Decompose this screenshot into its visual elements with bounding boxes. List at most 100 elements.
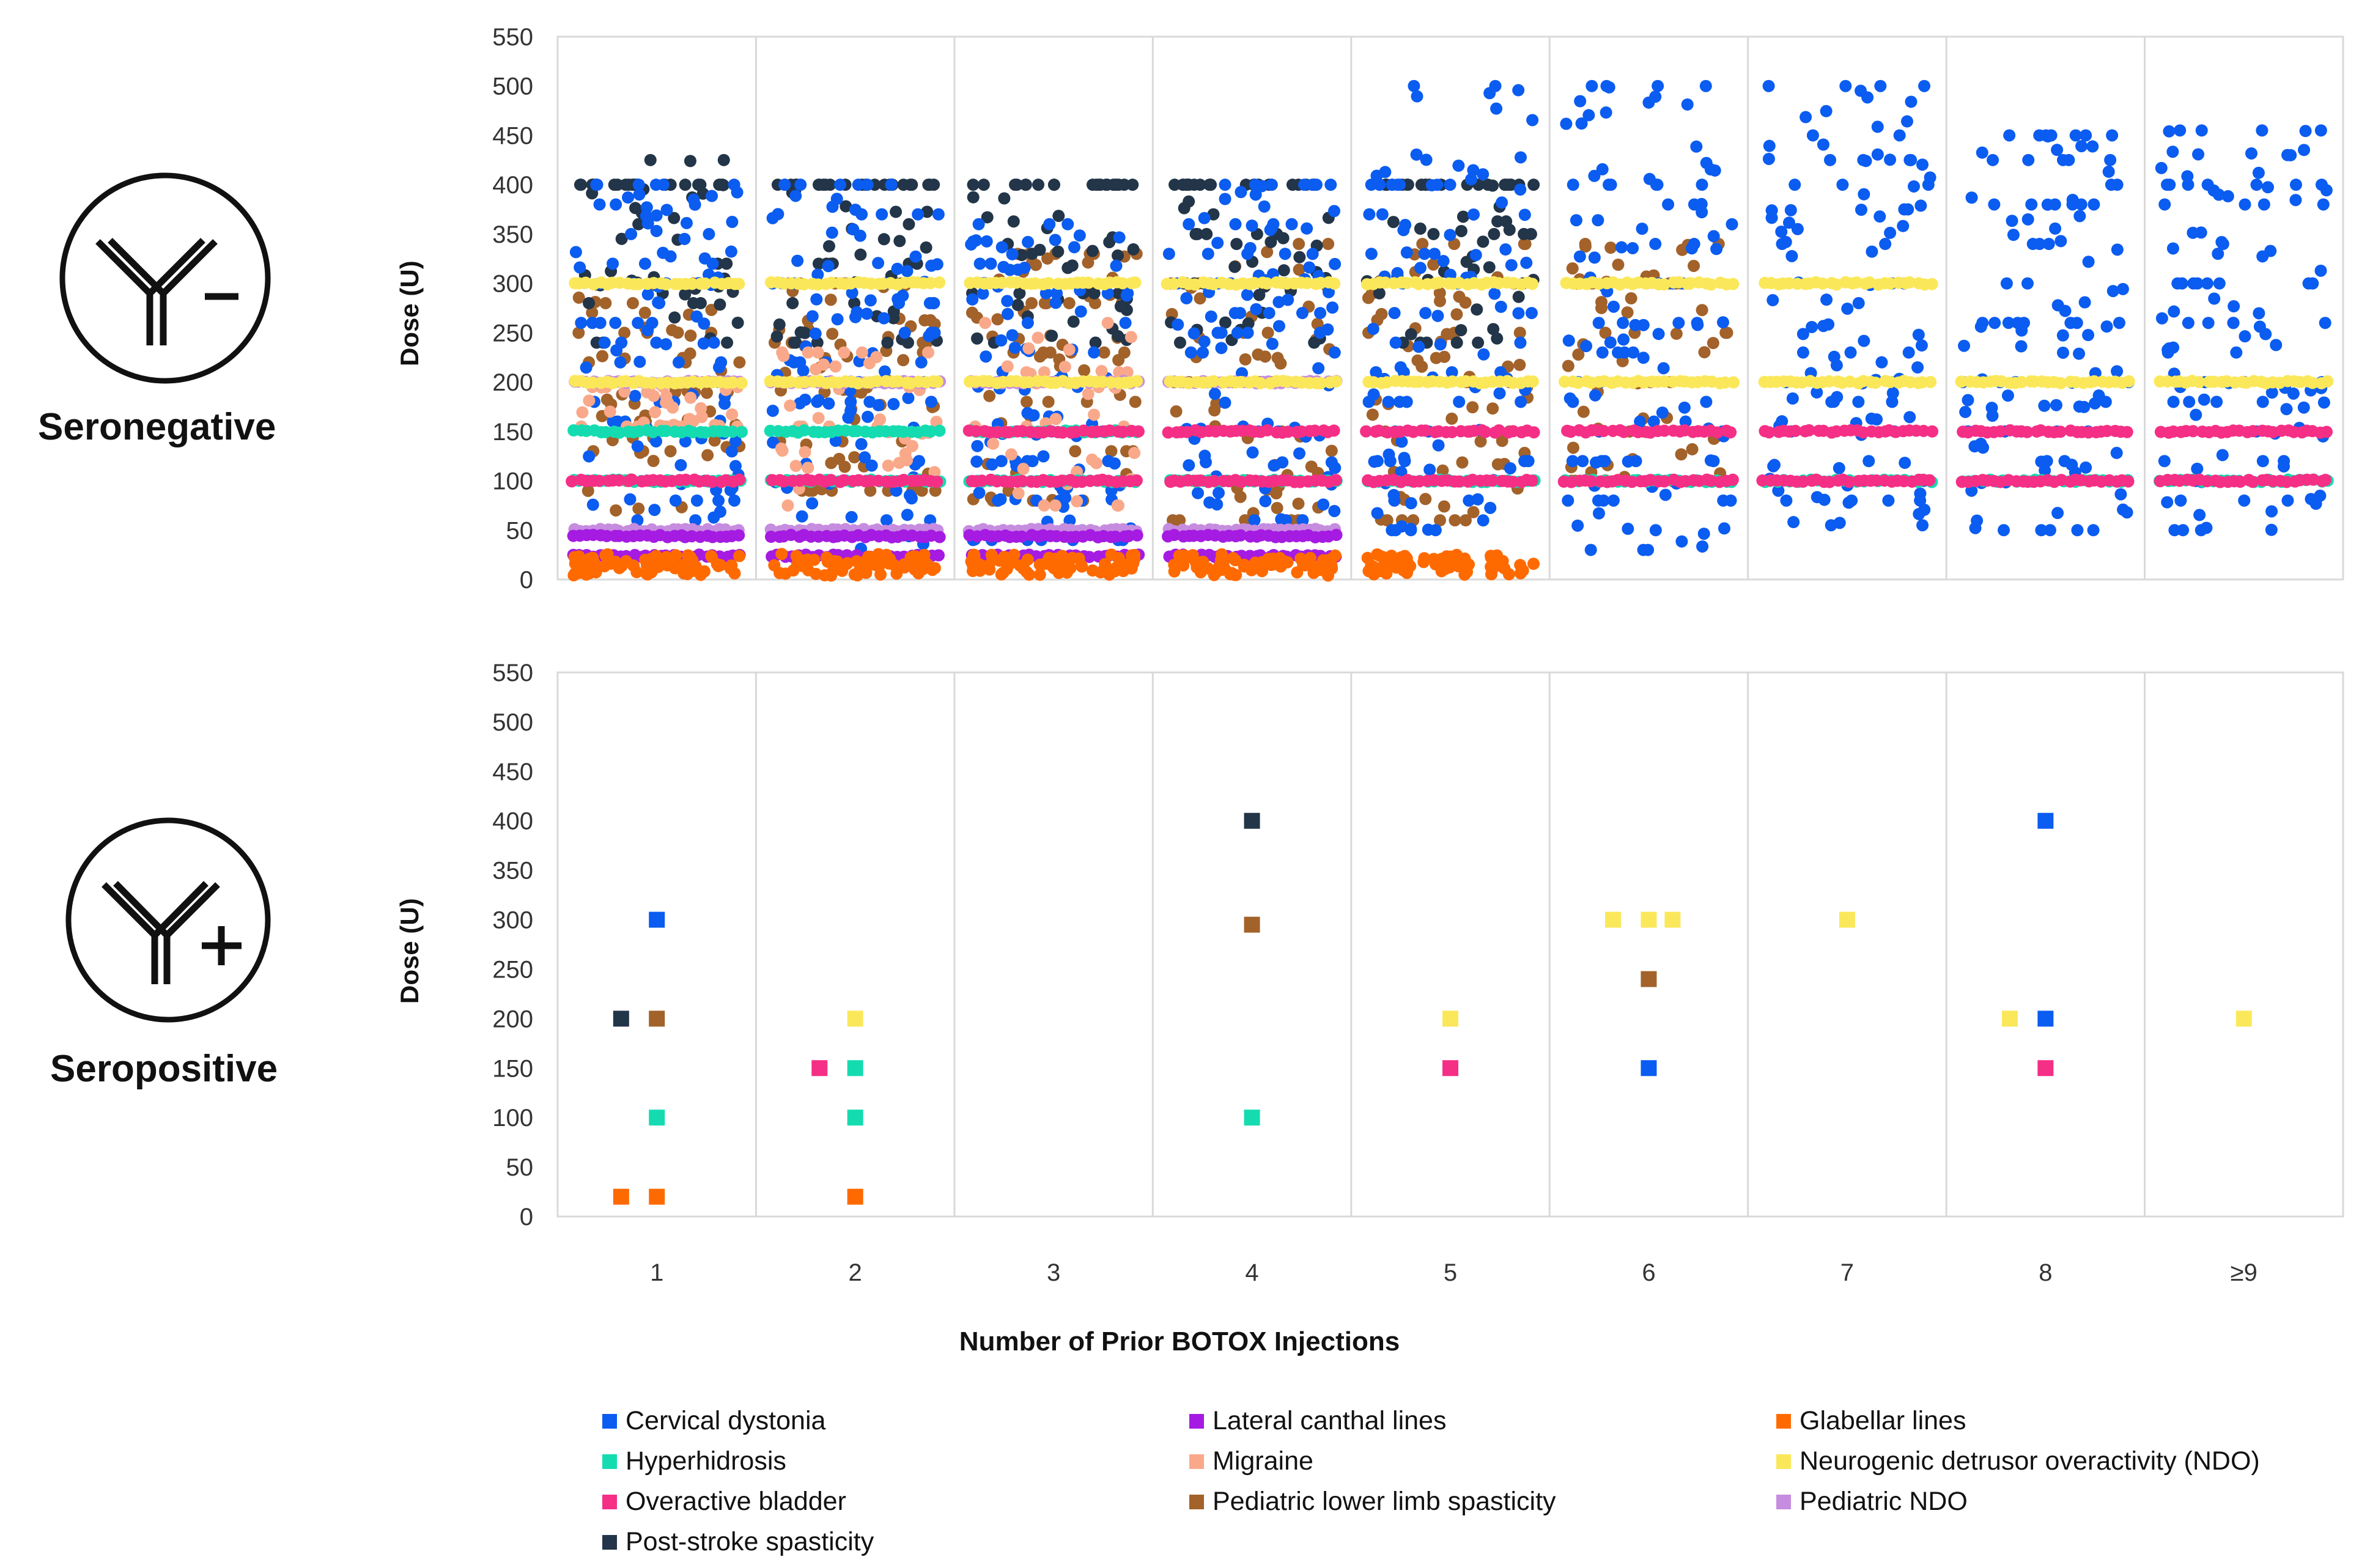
legend-label: Migraine xyxy=(1213,1446,1313,1476)
data-point xyxy=(1411,90,1423,103)
data-point xyxy=(1086,245,1099,257)
data-point xyxy=(1974,437,1987,450)
y-tick-label: 500 xyxy=(492,709,533,736)
antibody-positive-icon xyxy=(65,817,271,1023)
data-point xyxy=(2102,165,2115,178)
data-point xyxy=(1504,462,1516,475)
data-point xyxy=(1228,260,1241,273)
seropositive-label: Seropositive xyxy=(50,1048,278,1090)
data-point xyxy=(1871,120,1884,133)
data-point xyxy=(2160,179,2173,191)
data-point xyxy=(855,438,868,451)
data-point xyxy=(1526,114,1539,127)
data-point xyxy=(1576,455,1589,468)
data-point xyxy=(1375,307,1388,320)
y-tick-label: 150 xyxy=(492,1055,533,1082)
data-point xyxy=(1261,424,1274,436)
data-point xyxy=(1631,425,1644,438)
data-point xyxy=(1219,193,1231,205)
data-point xyxy=(1376,208,1389,221)
data-point xyxy=(1477,168,1490,181)
data-point xyxy=(1519,238,1532,251)
data-point xyxy=(2050,399,2062,411)
data-point xyxy=(1032,179,1045,191)
data-point xyxy=(1395,435,1408,448)
data-point xyxy=(641,324,654,337)
data-point xyxy=(1312,362,1325,375)
data-point xyxy=(847,1060,863,1077)
legend-item-ndo: Neurogenic detrusor overactivity (NDO) xyxy=(1776,1446,2260,1476)
data-point xyxy=(913,455,926,468)
data-point xyxy=(1617,317,1630,329)
data-point xyxy=(2043,524,2056,537)
data-point xyxy=(1914,199,1927,212)
legend-label: Overactive bladder xyxy=(626,1487,846,1516)
data-point xyxy=(640,210,652,223)
data-point xyxy=(2049,222,2062,235)
data-point xyxy=(1363,208,1376,221)
data-point xyxy=(1188,179,1201,191)
data-point xyxy=(766,404,779,417)
data-point xyxy=(1208,388,1221,400)
data-point xyxy=(1900,115,1913,128)
data-point xyxy=(1499,243,1512,256)
data-point xyxy=(1110,259,1123,272)
data-point xyxy=(796,510,808,523)
data-point xyxy=(2056,329,2069,342)
data-point xyxy=(874,413,887,426)
data-point xyxy=(1437,255,1450,268)
data-point xyxy=(1625,476,1638,488)
data-point xyxy=(1219,179,1231,191)
data-point xyxy=(1600,106,1612,119)
data-point xyxy=(1438,500,1450,513)
data-point xyxy=(1400,246,1413,259)
data-point xyxy=(650,209,663,222)
data-point xyxy=(581,484,594,497)
data-point xyxy=(1328,277,1341,290)
data-point xyxy=(1264,235,1277,248)
data-point xyxy=(2015,340,2028,353)
data-point xyxy=(2265,523,2278,536)
data-point xyxy=(1002,307,1014,320)
data-point xyxy=(925,396,937,408)
data-point xyxy=(912,557,925,570)
data-point xyxy=(1637,318,1650,331)
data-point xyxy=(1925,278,1938,290)
data-point xyxy=(1244,812,1260,829)
data-point xyxy=(1649,524,1662,537)
data-point xyxy=(1204,179,1217,191)
data-point xyxy=(613,1188,629,1205)
data-point xyxy=(1248,514,1261,527)
data-point xyxy=(1988,317,2001,329)
data-point xyxy=(834,179,847,191)
data-point xyxy=(1414,223,1427,235)
data-point xyxy=(613,1010,629,1027)
y-tick-label: 200 xyxy=(492,1006,533,1032)
data-point xyxy=(1622,523,1634,536)
data-point xyxy=(735,377,748,389)
data-point xyxy=(1416,238,1429,251)
data-point xyxy=(1075,559,1088,572)
data-point xyxy=(2284,149,2297,161)
y-tick-label: 550 xyxy=(492,24,533,51)
data-point xyxy=(973,564,986,577)
data-point xyxy=(694,296,707,309)
data-point xyxy=(695,402,707,414)
data-point xyxy=(1607,494,1620,507)
data-point xyxy=(2238,494,2251,507)
y-tick-label: 50 xyxy=(506,517,534,544)
data-point xyxy=(1768,458,1781,471)
data-point xyxy=(1505,259,1518,271)
x-tick-label: 2 xyxy=(849,1259,862,1286)
y-tick-label: 0 xyxy=(520,1204,533,1231)
y-tick-label: 400 xyxy=(492,172,533,199)
data-point xyxy=(2071,524,2084,537)
data-point xyxy=(2015,376,2028,389)
legend-swatch xyxy=(1776,1413,1791,1429)
data-point xyxy=(1172,318,1184,331)
data-point xyxy=(594,317,607,329)
data-point xyxy=(1670,327,1683,340)
data-point xyxy=(1397,224,1410,237)
antibody-negative-icon xyxy=(59,172,271,384)
data-point xyxy=(1429,558,1442,571)
